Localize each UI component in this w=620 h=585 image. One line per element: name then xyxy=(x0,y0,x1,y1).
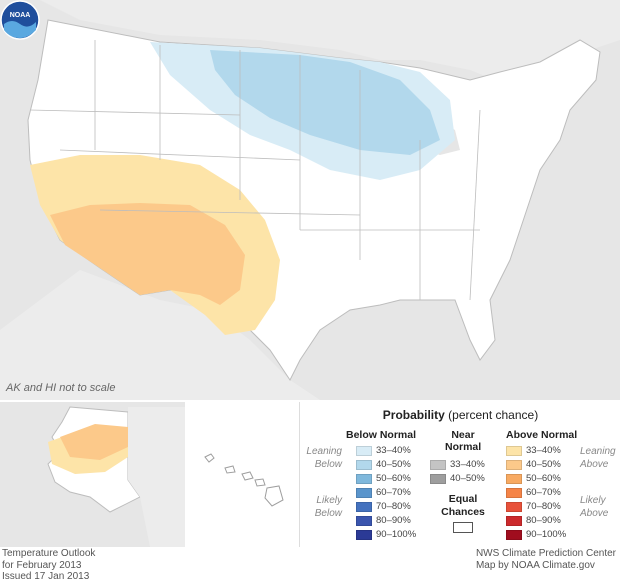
near-range-label: 40–50% xyxy=(450,473,485,484)
leaning-above-line2: Above xyxy=(580,459,609,470)
likely-below-line1: Likely xyxy=(316,495,342,506)
above-swatch-row: 33–40% xyxy=(506,445,561,456)
below-swatch-row: 40–50% xyxy=(356,459,411,470)
footer-outlook-info: Temperature Outlook for February 2013 Is… xyxy=(2,548,95,583)
equal-chances-line2: Chances xyxy=(441,506,485,518)
footer-line-mapby: Map by NOAA Climate.gov xyxy=(475,559,595,571)
leaning-below-line1: Leaning xyxy=(306,446,342,457)
above-range-label: 60–70% xyxy=(526,487,561,498)
above-color-swatch xyxy=(506,501,522,512)
leaning-above-label: Leaning Above xyxy=(580,445,620,471)
above-normal-zone-40-50 xyxy=(50,203,245,305)
legend-title-bold: Probability xyxy=(382,408,445,422)
below-color-swatch xyxy=(356,501,372,512)
above-range-label: 33–40% xyxy=(526,445,561,456)
below-swatch-row: 50–60% xyxy=(356,473,411,484)
above-swatch-row: 60–70% xyxy=(506,487,561,498)
below-color-swatch xyxy=(356,473,372,484)
above-color-swatch xyxy=(506,445,522,456)
likely-above-line2: Above xyxy=(580,508,609,519)
near-header-line2: Normal xyxy=(445,441,482,453)
above-swatch-row: 80–90% xyxy=(506,515,561,526)
alaska-inset xyxy=(0,402,185,547)
equal-chances-label: Equal Chances xyxy=(438,493,488,519)
canada-land xyxy=(0,0,620,90)
above-color-swatch xyxy=(506,487,522,498)
footer-line-cpc: NWS Climate Prediction Center xyxy=(475,548,616,559)
probability-legend: Probability (percent chance) Below Norma… xyxy=(299,402,620,547)
below-swatch-row: 70–80% xyxy=(356,501,411,512)
above-color-swatch xyxy=(506,529,522,540)
near-normal-header: Near Normal xyxy=(445,429,481,453)
alaska-map-svg xyxy=(47,406,185,547)
near-range-label: 33–40% xyxy=(450,459,485,470)
canada-yukon xyxy=(128,407,185,547)
below-color-swatch xyxy=(356,459,372,470)
likely-above-label: Likely Above xyxy=(580,494,620,520)
above-swatch-row: 40–50% xyxy=(506,459,561,470)
footer-credits: NWS Climate Prediction Center Map by NOA… xyxy=(476,548,616,571)
near-color-swatch xyxy=(430,459,446,470)
above-range-label: 40–50% xyxy=(526,459,561,470)
above-color-swatch xyxy=(506,515,522,526)
state-borders xyxy=(29,40,481,301)
near-swatch-row: 33–40% xyxy=(430,459,485,470)
noaa-logo-icon: NOAA xyxy=(0,0,40,40)
below-swatch-row: 60–70% xyxy=(356,487,411,498)
above-swatch-row: 70–80% xyxy=(506,501,561,512)
below-color-swatch xyxy=(356,445,372,456)
below-swatch-row: 80–90% xyxy=(356,515,411,526)
footer-line-issued: Issued 17 Jan 2013 xyxy=(2,571,90,582)
above-range-label: 50–60% xyxy=(526,473,561,484)
scale-note: AK and HI not to scale xyxy=(6,382,116,394)
above-range-label: 90–100% xyxy=(526,529,567,540)
below-range-label: 33–40% xyxy=(376,445,411,456)
near-swatch-row: 40–50% xyxy=(430,473,485,484)
legend-title: Probability (percent chance) xyxy=(300,408,620,422)
footer-line-title: Temperature Outlook xyxy=(2,548,96,559)
above-color-swatch xyxy=(506,459,522,470)
above-color-swatch xyxy=(506,473,522,484)
alaska-above-40-50 xyxy=(60,424,128,460)
near-header-line1: Near xyxy=(451,429,475,441)
hawaii-inset xyxy=(187,402,297,547)
below-range-label: 60–70% xyxy=(376,487,411,498)
above-normal-header: Above Normal xyxy=(506,429,578,441)
legend-title-rest: (percent chance) xyxy=(444,408,539,422)
equal-chances-swatch xyxy=(453,522,473,533)
below-color-swatch xyxy=(356,529,372,540)
below-color-swatch xyxy=(356,487,372,498)
likely-below-label: Likely Below xyxy=(304,494,342,520)
equal-chances-line1: Equal xyxy=(448,493,478,505)
leaning-above-line1: Leaning xyxy=(580,446,616,457)
below-range-label: 80–90% xyxy=(376,515,411,526)
above-swatch-row: 50–60% xyxy=(506,473,561,484)
below-normal-zone-40-50 xyxy=(210,50,440,155)
us-map-svg xyxy=(0,0,620,400)
likely-below-line2: Below xyxy=(314,508,342,519)
hawaii-map-svg xyxy=(204,453,284,507)
above-swatch-row: 90–100% xyxy=(506,529,566,540)
above-range-label: 80–90% xyxy=(526,515,561,526)
above-range-label: 70–80% xyxy=(526,501,561,512)
below-range-label: 50–60% xyxy=(376,473,411,484)
contiguous-us-map: AK and HI not to scale NOAA xyxy=(0,0,620,400)
likely-above-line1: Likely xyxy=(580,495,606,506)
noaa-logo-text: NOAA xyxy=(10,12,31,19)
mexico-land xyxy=(0,270,320,400)
leaning-below-label: Leaning Below xyxy=(304,445,342,471)
below-swatch-row: 90–100% xyxy=(356,529,416,540)
below-swatch-row: 33–40% xyxy=(356,445,411,456)
hawaii-islands xyxy=(204,453,284,507)
near-color-swatch xyxy=(430,473,446,484)
below-range-label: 40–50% xyxy=(376,459,411,470)
below-range-label: 90–100% xyxy=(376,529,417,540)
below-color-swatch xyxy=(356,515,372,526)
leaning-below-line2: Below xyxy=(314,459,342,470)
below-range-label: 70–80% xyxy=(376,501,411,512)
footer-line-period: for February 2013 xyxy=(2,559,82,571)
below-normal-header: Below Normal xyxy=(346,429,417,441)
